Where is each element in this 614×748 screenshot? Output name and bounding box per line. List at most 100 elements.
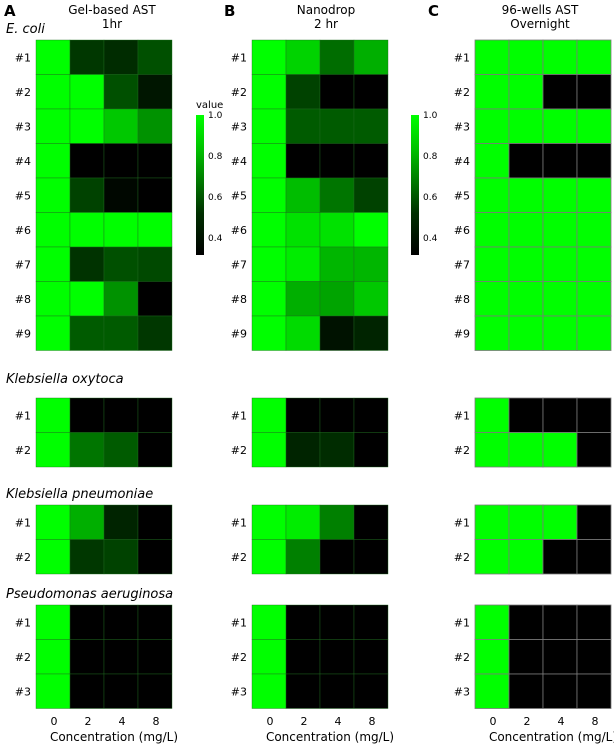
heatmap-cell bbox=[508, 281, 544, 317]
heatmap-cell bbox=[103, 281, 139, 317]
row-label: #8 bbox=[231, 293, 247, 306]
heatmap-cell bbox=[353, 504, 389, 540]
heatmap-cell bbox=[576, 212, 612, 248]
heatmap-cell bbox=[474, 74, 510, 110]
heatmap-cell bbox=[251, 281, 287, 317]
heatmap-cell bbox=[35, 143, 71, 179]
heatmap-cell bbox=[508, 39, 544, 75]
row-label: #2 bbox=[454, 444, 470, 457]
heatmap-cell bbox=[69, 281, 105, 317]
heatmap-cell bbox=[35, 281, 71, 317]
heatmap-cell bbox=[542, 212, 578, 248]
row-label: #3 bbox=[231, 685, 247, 698]
x-tick-label: 0 bbox=[50, 715, 58, 728]
heatmap-cell bbox=[251, 143, 287, 179]
heatmap-cell bbox=[508, 246, 544, 282]
heatmap-cell bbox=[35, 432, 71, 468]
row-label: #1 bbox=[454, 51, 470, 64]
heatmap-cell bbox=[69, 432, 105, 468]
x-tick-label: 4 bbox=[118, 715, 126, 728]
heatmap-cell bbox=[103, 143, 139, 179]
heatmap-cell bbox=[353, 639, 389, 675]
heatmap-cell bbox=[353, 39, 389, 75]
row-label: #2 bbox=[15, 444, 31, 457]
heatmap-cell bbox=[285, 504, 321, 540]
panel-title-c: 96-wells AST Overnight bbox=[490, 3, 590, 31]
heatmap-cell bbox=[103, 246, 139, 282]
heatmap-cell bbox=[508, 108, 544, 144]
row-label: #3 bbox=[15, 685, 31, 698]
row-label: #3 bbox=[15, 120, 31, 133]
heatmap-cell bbox=[319, 177, 355, 213]
species-label-e-coli: E. coli bbox=[6, 22, 45, 37]
heatmap-cell bbox=[353, 177, 389, 213]
heatmap-cell bbox=[103, 212, 139, 248]
heatmap-cell bbox=[353, 143, 389, 179]
row-label: #6 bbox=[15, 224, 31, 237]
x-axis-label-b: Concentration (mg/L) bbox=[265, 730, 395, 744]
heatmap-cell bbox=[474, 504, 510, 540]
heatmap-cell bbox=[353, 604, 389, 640]
row-label: #5 bbox=[454, 189, 470, 202]
row-label: #4 bbox=[454, 155, 470, 168]
heatmap-cell bbox=[353, 212, 389, 248]
x-axis-label-a: Concentration (mg/L) bbox=[49, 730, 179, 744]
heatmap-cell bbox=[251, 397, 287, 433]
x-axis-label-c: Concentration (mg/L) bbox=[488, 730, 614, 744]
heatmap-cell bbox=[69, 108, 105, 144]
heatmap-cell bbox=[508, 539, 544, 575]
heatmap-cell bbox=[542, 432, 578, 468]
colorbar-b-tick: 0.4 bbox=[423, 234, 438, 244]
heatmap-cell bbox=[542, 604, 578, 640]
heatmap-cell bbox=[353, 432, 389, 468]
heatmap-cell bbox=[353, 673, 389, 709]
row-label: #1 bbox=[231, 409, 247, 422]
heatmap-cell bbox=[137, 281, 173, 317]
heatmap-cell bbox=[103, 108, 139, 144]
row-label: #4 bbox=[231, 155, 247, 168]
heatmap-cell bbox=[251, 39, 287, 75]
heatmap-cell bbox=[137, 673, 173, 709]
heatmap-cell bbox=[508, 604, 544, 640]
heatmap-cell bbox=[319, 212, 355, 248]
heatmap-cell bbox=[576, 504, 612, 540]
heatmap-cell bbox=[353, 74, 389, 110]
heatmap-cell bbox=[474, 639, 510, 675]
panel-title-b: Nanodrop 2 hr bbox=[276, 3, 376, 31]
row-label: #3 bbox=[454, 685, 470, 698]
panel-letter-b: B bbox=[224, 2, 236, 20]
heatmap-cell bbox=[474, 432, 510, 468]
heatmap-cell bbox=[285, 315, 321, 351]
heatmap-cell bbox=[576, 108, 612, 144]
heatmap-cell bbox=[137, 604, 173, 640]
heatmap-cell bbox=[103, 74, 139, 110]
row-label: #9 bbox=[231, 327, 247, 340]
heatmap-cell bbox=[319, 108, 355, 144]
row-label: #1 bbox=[15, 51, 31, 64]
heatmap-cell bbox=[353, 246, 389, 282]
row-label: #2 bbox=[231, 86, 247, 99]
colorbar-b-tick: 0.8 bbox=[423, 152, 438, 162]
heatmap-cell bbox=[508, 432, 544, 468]
heatmap-cell bbox=[137, 246, 173, 282]
row-label: #8 bbox=[454, 293, 470, 306]
species-label-k-pneumoniae: Klebsiella pneumoniae bbox=[6, 487, 154, 502]
row-label: #9 bbox=[15, 327, 31, 340]
row-label: #9 bbox=[454, 327, 470, 340]
heatmap-cell bbox=[508, 315, 544, 351]
heatmap-cell bbox=[137, 315, 173, 351]
heatmap-cell bbox=[542, 397, 578, 433]
heatmap-cell bbox=[69, 315, 105, 351]
heatmap-cell bbox=[474, 39, 510, 75]
heatmap-cell bbox=[474, 143, 510, 179]
heatmap-cell bbox=[285, 673, 321, 709]
row-label: #2 bbox=[231, 651, 247, 664]
heatmap-cell bbox=[542, 673, 578, 709]
heatmap-cell bbox=[576, 397, 612, 433]
heatmap-cell bbox=[69, 246, 105, 282]
heatmap-cell bbox=[319, 604, 355, 640]
row-label: #1 bbox=[454, 409, 470, 422]
heatmap-cell bbox=[285, 177, 321, 213]
heatmap-cell bbox=[285, 539, 321, 575]
heatmap-cell bbox=[69, 504, 105, 540]
